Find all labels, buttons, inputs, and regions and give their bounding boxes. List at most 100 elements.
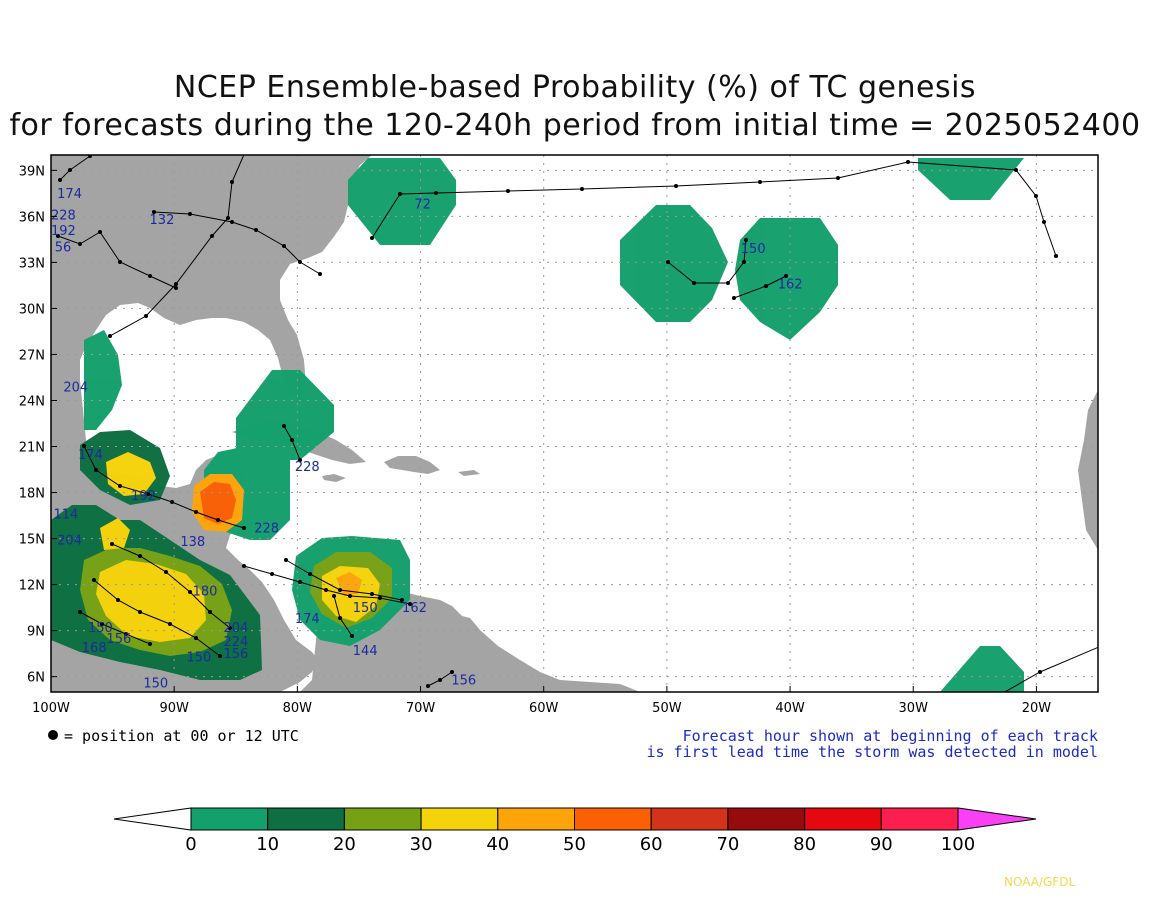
track-position-dot bbox=[1104, 642, 1108, 646]
track-position-dot bbox=[284, 558, 288, 562]
track-position-dot bbox=[254, 228, 258, 232]
track-position-dot bbox=[1034, 194, 1038, 198]
track-position-dot bbox=[242, 564, 246, 568]
credit-label: NOAA/GFDL bbox=[1004, 875, 1076, 889]
track-hour-label: 150 bbox=[741, 242, 766, 257]
track-position-dot bbox=[228, 626, 232, 630]
track-position-dot bbox=[506, 189, 510, 193]
colorbar-segment bbox=[267, 807, 345, 831]
track-position-dot bbox=[580, 187, 584, 191]
lat-tick-label: 33N bbox=[19, 256, 45, 271]
colorbar-label: 40 bbox=[486, 834, 509, 855]
track-hour-label: 174 bbox=[57, 187, 82, 202]
track-position-dot bbox=[318, 272, 322, 276]
track-position-dot bbox=[242, 526, 246, 530]
track-position-dot bbox=[78, 242, 82, 246]
track-position-dot bbox=[194, 636, 198, 640]
track-position-dot bbox=[1042, 220, 1046, 224]
track-hour-label: 132 bbox=[150, 213, 175, 228]
track-position-dot bbox=[244, 148, 248, 152]
track-position-dot bbox=[1054, 254, 1058, 258]
track-position-dot bbox=[152, 210, 156, 214]
track-line bbox=[59, 155, 93, 181]
colorbar-segment bbox=[880, 807, 959, 831]
track-position-dot bbox=[764, 284, 768, 288]
land-africa bbox=[1078, 390, 1098, 550]
lon-tick-label: 70W bbox=[406, 701, 436, 716]
track-position-dot bbox=[270, 572, 274, 576]
track-hour-label: 168 bbox=[82, 641, 107, 656]
track-hour-label: 228 bbox=[295, 460, 320, 475]
colorbar-segment bbox=[343, 807, 422, 831]
colorbar-label: 50 bbox=[563, 834, 586, 855]
track-position-dot bbox=[298, 458, 302, 462]
chart-subtitle: for forecasts during the 120-240h period… bbox=[9, 108, 1141, 143]
track-position-dot bbox=[666, 260, 670, 264]
track-position-dot bbox=[784, 274, 788, 278]
colorbar-label: 10 bbox=[256, 834, 279, 855]
track-position-dot bbox=[188, 212, 192, 216]
track-position-dot bbox=[174, 286, 178, 290]
track-position-dot bbox=[426, 684, 430, 688]
track-position-dot bbox=[978, 704, 982, 708]
track-position-dot bbox=[308, 572, 312, 576]
track-hour-label: 150 bbox=[88, 621, 113, 636]
lat-tick-label: 39N bbox=[19, 164, 45, 179]
track-position-dot bbox=[1038, 670, 1042, 674]
latitude-labels: 6N 9N 12N 15N 18N 21N 24N 27N 30N 33N 36N 39N bbox=[19, 164, 45, 685]
shade-area-central-atlantic-1 bbox=[620, 205, 728, 322]
track-position-dot bbox=[758, 180, 762, 184]
track-line bbox=[79, 611, 151, 645]
track-hour-label: 150 bbox=[353, 601, 378, 616]
track-position-dot bbox=[732, 296, 736, 300]
track-position-dot bbox=[138, 554, 142, 558]
track-position-dot bbox=[164, 570, 168, 574]
track-hour-label: 192 bbox=[131, 489, 156, 504]
track-position-dot bbox=[230, 220, 234, 224]
track-hour-label: 156 bbox=[223, 647, 248, 662]
track-position-dot bbox=[338, 616, 342, 620]
track-position-dot bbox=[348, 594, 352, 598]
track-position-dot bbox=[174, 282, 178, 286]
colorbar-segment bbox=[574, 807, 652, 831]
track-position-dot bbox=[168, 622, 172, 626]
shade-area-central-atlantic-2 bbox=[735, 218, 838, 340]
track-position-dot bbox=[194, 510, 198, 514]
lat-tick-label: 27N bbox=[19, 348, 45, 363]
track-position-dot bbox=[82, 444, 86, 448]
shade-area-honduras-red bbox=[200, 482, 236, 524]
colorbar-label: 20 bbox=[333, 834, 356, 855]
track-position-dot bbox=[692, 281, 696, 285]
track-hour-label: 204 bbox=[63, 380, 88, 395]
colorbar-label: 90 bbox=[870, 834, 893, 855]
lon-tick-label: 90W bbox=[159, 701, 189, 716]
track-hour-label: 150 bbox=[186, 650, 211, 665]
track-position-dot bbox=[408, 602, 412, 606]
colorbar-label: 30 bbox=[410, 834, 433, 855]
track-line bbox=[57, 231, 177, 289]
track-position-dot bbox=[56, 234, 60, 238]
track-position-dot bbox=[282, 244, 286, 248]
track-position-dot bbox=[58, 178, 62, 182]
lon-tick-label: 20W bbox=[1022, 701, 1052, 716]
track-hour-label: 138 bbox=[180, 535, 205, 550]
track-position-dot bbox=[188, 590, 192, 594]
track-hour-label: 144 bbox=[353, 644, 378, 659]
track-position-dot bbox=[434, 191, 438, 195]
track-hour-label: 72 bbox=[414, 198, 431, 213]
lon-tick-label: 60W bbox=[529, 701, 559, 716]
track-position-dot bbox=[298, 260, 302, 264]
lat-tick-label: 36N bbox=[19, 210, 45, 225]
track-position-dot bbox=[1014, 168, 1018, 172]
lon-tick-label: 30W bbox=[899, 701, 929, 716]
shade-area-gulf-west bbox=[84, 330, 122, 430]
colorbar-segment bbox=[650, 807, 729, 831]
legend-position-note: = position at 00 or 12 UTC bbox=[48, 727, 299, 745]
colorbar-label: 60 bbox=[640, 834, 663, 855]
colorbar-under-arrow bbox=[113, 807, 192, 831]
track-position-dot bbox=[450, 670, 454, 674]
land-hispaniola bbox=[384, 456, 440, 474]
track-hour-label: 174 bbox=[295, 612, 320, 627]
track-position-dot bbox=[726, 281, 730, 285]
